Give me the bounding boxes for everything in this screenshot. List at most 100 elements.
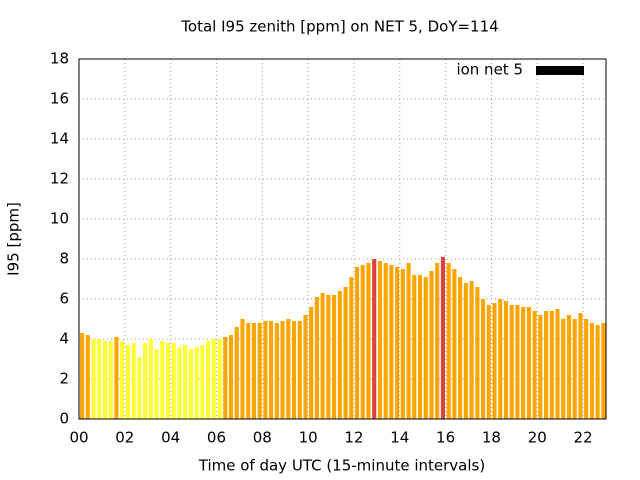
bar: [108, 341, 113, 419]
bar: [171, 343, 176, 419]
y-tick-label: 6: [59, 290, 69, 308]
bar: [332, 295, 337, 419]
y-tick-label: 4: [59, 330, 69, 348]
bar: [549, 311, 554, 419]
x-tick-label: 16: [436, 429, 455, 447]
bar: [417, 275, 423, 419]
bar: [143, 343, 148, 419]
bar: [114, 337, 119, 419]
bar: [440, 257, 446, 419]
y-tick-label: 12: [50, 170, 69, 188]
y-tick-label: 10: [50, 210, 69, 228]
bar: [458, 277, 463, 419]
bar: [572, 319, 577, 419]
bar: [165, 343, 171, 419]
x-tick-label: 18: [482, 429, 501, 447]
x-tick-label: 10: [299, 429, 318, 447]
bar: [154, 349, 159, 419]
bar: [120, 341, 125, 419]
bar: [257, 323, 262, 419]
bar: [480, 299, 486, 419]
y-tick-label: 2: [59, 370, 69, 388]
bar: [206, 341, 211, 419]
bar: [183, 345, 188, 419]
bar: [503, 301, 509, 419]
bar: [309, 307, 314, 419]
bar: [246, 323, 251, 419]
bar: [80, 333, 85, 419]
y-axis-label: I95 [ppm]: [5, 202, 23, 276]
bar: [566, 315, 572, 419]
bar: [349, 277, 354, 419]
bar: [578, 313, 583, 419]
x-axis-label: Time of day UTC (15-minute intervals): [198, 457, 485, 475]
bar: [343, 287, 348, 419]
bar: [286, 319, 291, 419]
bar: [498, 299, 503, 419]
bar: [372, 259, 377, 419]
bar: [97, 339, 102, 419]
bar: [102, 341, 108, 419]
bar: [303, 315, 308, 419]
x-tick-label: 08: [253, 429, 272, 447]
bar: [555, 309, 560, 419]
bar: [463, 283, 468, 419]
bar: [211, 339, 216, 419]
bar: [137, 357, 142, 419]
bar: [492, 303, 497, 419]
chart-title: Total I95 zenith [ppm] on NET 5, DoY=114: [180, 18, 498, 36]
bar: [160, 341, 165, 419]
bar: [509, 305, 514, 419]
bar: [584, 319, 589, 419]
bar: [269, 321, 274, 419]
bar: [423, 277, 428, 419]
x-tick-label: 20: [528, 429, 547, 447]
bar: [314, 297, 319, 419]
bar: [595, 325, 600, 419]
y-tick-label: 0: [59, 410, 69, 428]
bar: [228, 335, 234, 419]
bar: [412, 275, 417, 419]
bar: [561, 319, 566, 419]
bar: [188, 349, 193, 419]
bar: [91, 339, 96, 419]
bar: [389, 265, 394, 419]
bar: [194, 347, 199, 419]
bar: [234, 327, 239, 419]
x-tick-label: 04: [161, 429, 180, 447]
bar: [452, 269, 457, 419]
bar: [543, 311, 549, 419]
bar: [475, 287, 480, 419]
bar: [200, 345, 205, 419]
bar: [377, 261, 382, 419]
bar: [217, 339, 222, 419]
bar: [446, 263, 451, 419]
bar: [486, 305, 491, 419]
bar: [274, 323, 279, 419]
bar: [400, 269, 405, 419]
bar: [85, 335, 90, 419]
bar: [337, 291, 342, 419]
bar: [406, 263, 411, 419]
bar: [601, 323, 606, 419]
y-tick-label: 16: [50, 90, 69, 108]
legend-swatch: [536, 66, 584, 75]
x-tick-label: 12: [344, 429, 363, 447]
bar: [240, 319, 245, 419]
y-tick-label: 18: [50, 50, 69, 68]
bar: [177, 347, 182, 419]
bar: [395, 267, 400, 419]
bar: [326, 295, 331, 419]
legend-label: ion net 5: [456, 61, 523, 79]
plot-frame: [78, 58, 607, 420]
bar: [291, 321, 297, 419]
y-tick-label: 14: [50, 130, 69, 148]
x-tick-label: 14: [390, 429, 409, 447]
bar: [526, 307, 531, 419]
bar: [469, 281, 474, 419]
bar: [538, 315, 543, 419]
bar: [125, 345, 130, 419]
x-tick-label: 00: [69, 429, 88, 447]
bar: [435, 263, 440, 419]
